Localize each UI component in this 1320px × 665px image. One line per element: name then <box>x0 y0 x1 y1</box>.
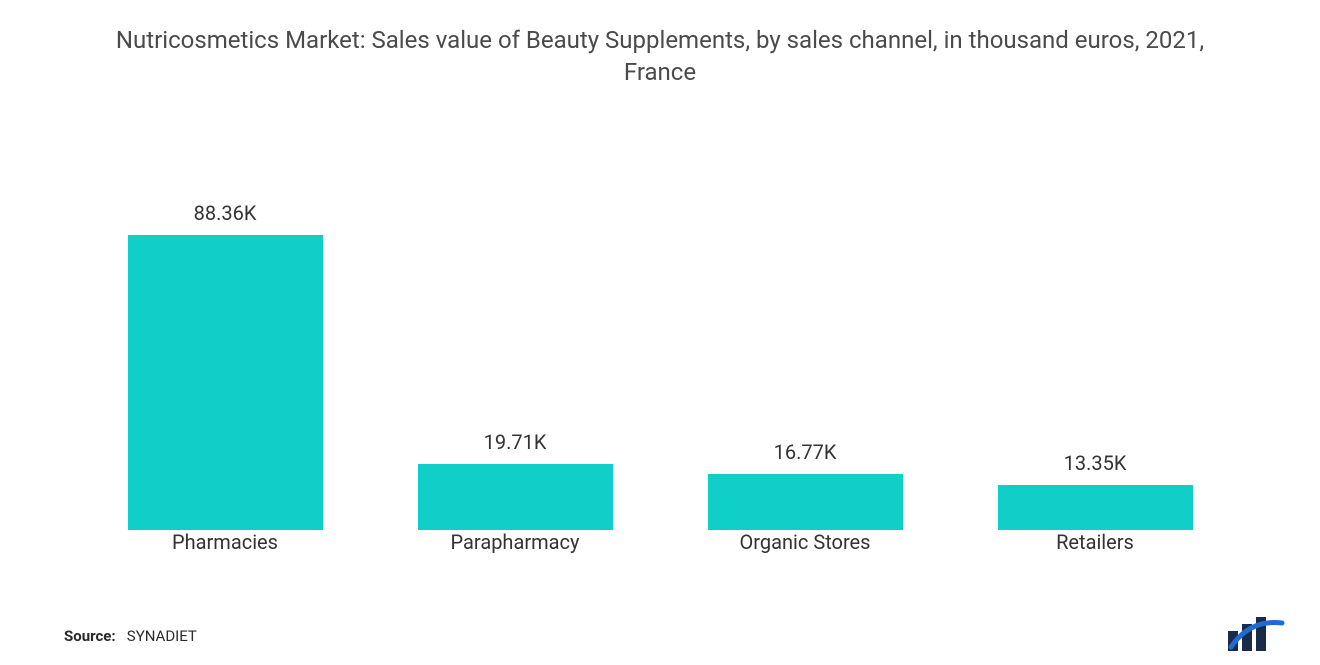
bar <box>418 464 613 530</box>
bar-group: 88.36K <box>80 201 370 530</box>
bar <box>128 235 323 530</box>
chart-title: Nutricosmetics Market: Sales value of Be… <box>0 0 1320 89</box>
source-label: Source: <box>64 627 116 645</box>
bar <box>708 474 903 530</box>
category-label: Organic Stores <box>660 530 950 554</box>
chart-plot-area: 88.36K 19.71K 16.77K 13.35K <box>80 130 1240 530</box>
source-value: SYNADIET <box>127 627 197 645</box>
category-label: Pharmacies <box>80 530 370 554</box>
bar <box>998 485 1193 530</box>
bar-value-label: 88.36K <box>194 201 257 225</box>
bar-value-label: 13.35K <box>1064 451 1127 475</box>
bar-value-label: 16.77K <box>774 440 837 464</box>
category-label: Parapharmacy <box>370 530 660 554</box>
brand-logo-icon <box>1228 617 1288 651</box>
bar-group: 13.35K <box>950 451 1240 530</box>
bar-group: 19.71K <box>370 430 660 530</box>
bar-group: 16.77K <box>660 440 950 530</box>
category-label: Retailers <box>950 530 1240 554</box>
category-axis: Pharmacies Parapharmacy Organic Stores R… <box>80 530 1240 554</box>
bar-value-label: 19.71K <box>484 430 547 454</box>
source-attribution: Source: SYNADIET <box>64 627 197 645</box>
